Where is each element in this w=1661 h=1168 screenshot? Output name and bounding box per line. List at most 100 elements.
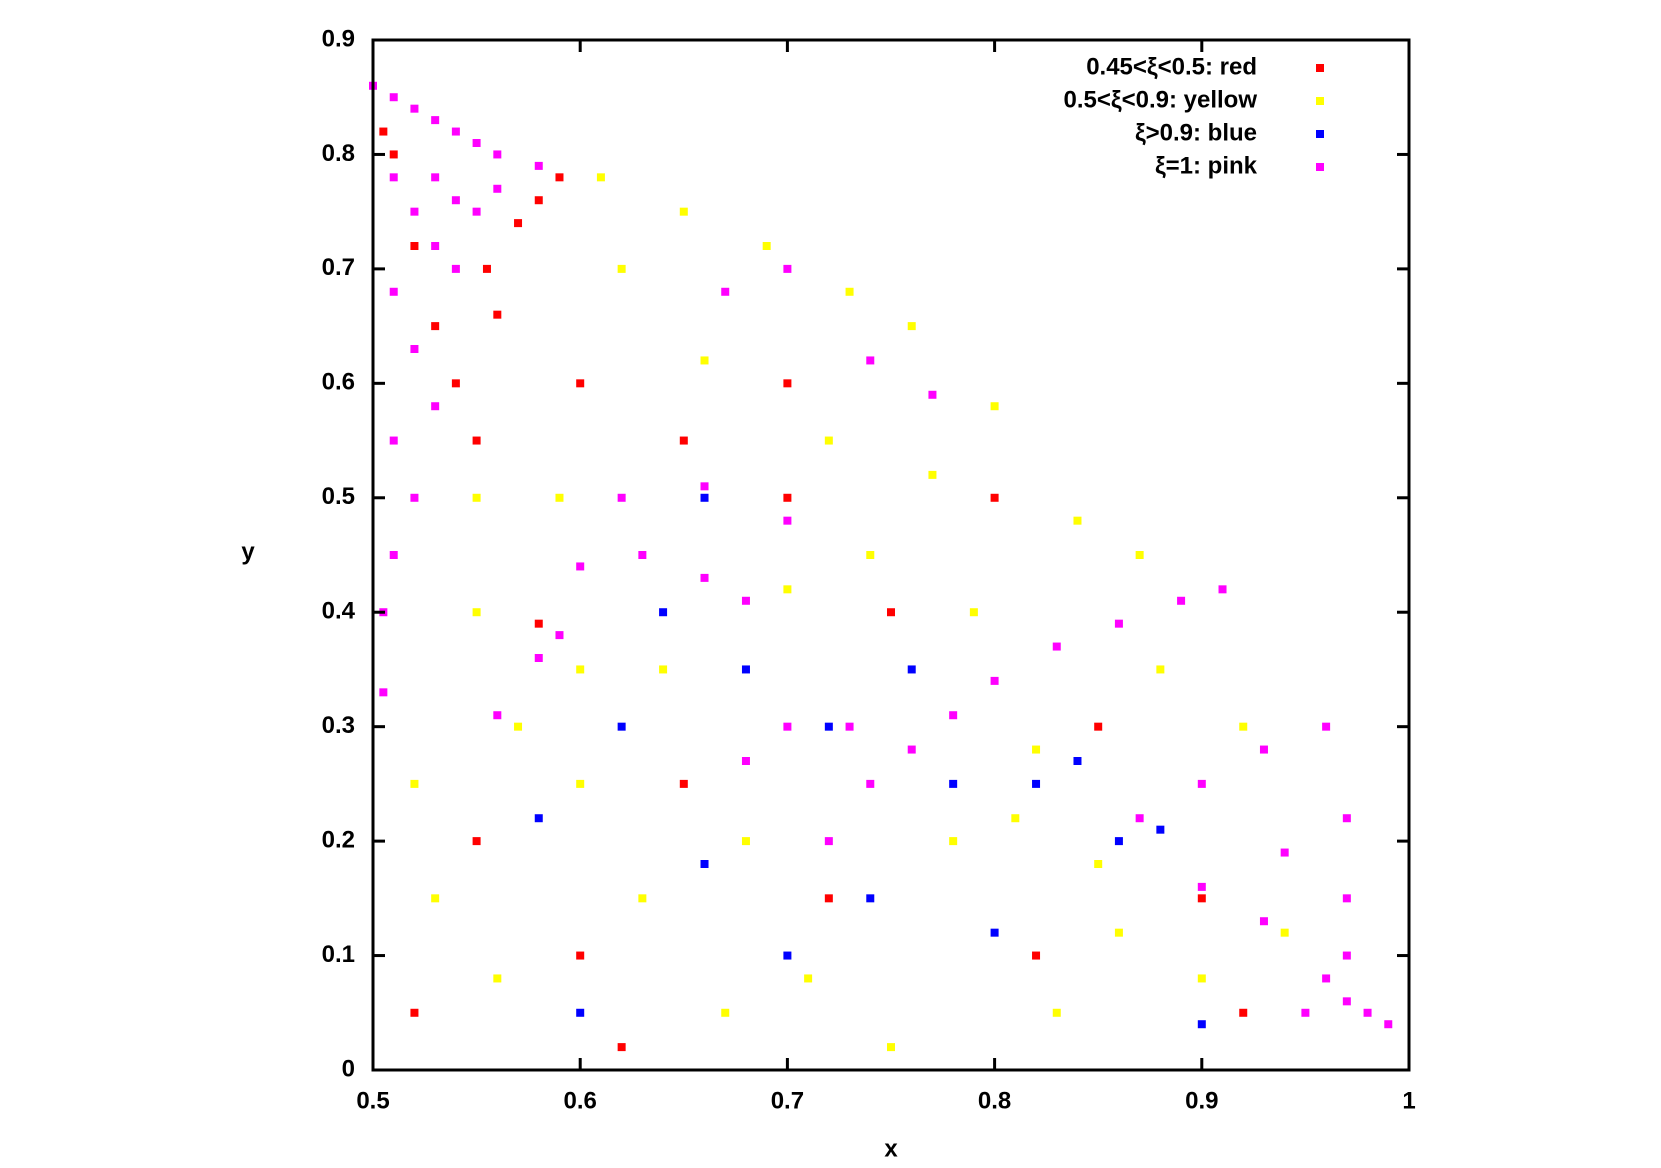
point bbox=[1197, 894, 1206, 903]
point bbox=[555, 173, 564, 182]
point bbox=[1032, 779, 1041, 788]
point bbox=[431, 242, 440, 250]
point bbox=[741, 757, 750, 765]
point bbox=[1177, 596, 1186, 605]
point bbox=[1322, 722, 1331, 731]
point bbox=[741, 837, 750, 846]
point bbox=[534, 814, 543, 823]
point bbox=[700, 860, 709, 868]
point bbox=[389, 436, 398, 445]
point bbox=[783, 722, 792, 731]
point bbox=[410, 207, 419, 216]
point bbox=[907, 745, 916, 754]
point bbox=[493, 974, 502, 983]
point bbox=[1073, 757, 1082, 765]
point bbox=[410, 1008, 419, 1017]
point bbox=[824, 837, 833, 846]
point bbox=[969, 608, 978, 617]
point bbox=[1259, 917, 1268, 926]
point bbox=[824, 894, 833, 903]
x-tick-label: 0.8 bbox=[978, 1087, 1011, 1114]
point bbox=[431, 173, 440, 182]
point bbox=[451, 127, 460, 136]
point bbox=[596, 173, 605, 182]
legend-marker bbox=[1316, 130, 1324, 138]
point bbox=[451, 264, 460, 273]
point bbox=[845, 287, 854, 296]
point bbox=[493, 150, 502, 159]
point bbox=[410, 242, 419, 250]
point bbox=[700, 356, 709, 365]
point bbox=[783, 585, 792, 594]
point bbox=[866, 779, 875, 788]
point bbox=[679, 779, 688, 788]
point bbox=[845, 722, 854, 731]
point bbox=[1384, 1020, 1393, 1029]
y-tick-label: 0.8 bbox=[322, 140, 355, 167]
point bbox=[1363, 1008, 1372, 1017]
point bbox=[472, 207, 481, 216]
point bbox=[389, 173, 398, 182]
point bbox=[1280, 928, 1289, 937]
point bbox=[1197, 882, 1206, 891]
point bbox=[1156, 665, 1165, 674]
point bbox=[472, 837, 481, 846]
point bbox=[783, 493, 792, 502]
point bbox=[1114, 928, 1123, 937]
point bbox=[431, 116, 440, 125]
point bbox=[866, 894, 875, 903]
point bbox=[1197, 779, 1206, 788]
point bbox=[700, 573, 709, 582]
point bbox=[783, 264, 792, 273]
point bbox=[1239, 1008, 1248, 1017]
point bbox=[804, 974, 813, 983]
point bbox=[534, 654, 543, 662]
point bbox=[431, 322, 440, 331]
point bbox=[576, 779, 585, 788]
point bbox=[949, 837, 958, 846]
point bbox=[659, 608, 668, 617]
point bbox=[700, 482, 709, 491]
point bbox=[928, 390, 937, 399]
point bbox=[534, 619, 543, 628]
point bbox=[389, 287, 398, 296]
legend-label: 0.45<ξ<0.5: red bbox=[1086, 53, 1257, 80]
point bbox=[472, 436, 481, 445]
y-tick-label: 0.4 bbox=[322, 598, 356, 625]
point bbox=[389, 551, 398, 559]
point bbox=[783, 951, 792, 960]
point bbox=[379, 127, 388, 136]
point bbox=[990, 928, 999, 937]
x-tick-label: 0.6 bbox=[564, 1087, 597, 1114]
point bbox=[783, 516, 792, 525]
point bbox=[679, 436, 688, 445]
point bbox=[1301, 1008, 1310, 1017]
point bbox=[762, 242, 771, 250]
point bbox=[824, 436, 833, 445]
y-axis-label: y bbox=[241, 538, 255, 565]
point bbox=[617, 264, 626, 273]
y-tick-label: 0.2 bbox=[322, 826, 355, 853]
point bbox=[534, 196, 543, 205]
legend-marker bbox=[1316, 64, 1324, 72]
point bbox=[1156, 825, 1165, 834]
legend-marker bbox=[1316, 97, 1324, 105]
y-tick-label: 0.1 bbox=[322, 941, 355, 968]
y-tick-label: 0.3 bbox=[322, 712, 355, 739]
point bbox=[617, 493, 626, 502]
y-tick-label: 0.6 bbox=[322, 369, 355, 396]
point bbox=[1032, 745, 1041, 754]
point bbox=[907, 665, 916, 674]
point bbox=[576, 1008, 585, 1017]
point bbox=[410, 779, 419, 788]
point bbox=[949, 779, 958, 788]
point bbox=[576, 665, 585, 674]
point bbox=[472, 139, 481, 147]
point bbox=[534, 161, 543, 170]
y-tick-label: 0.9 bbox=[322, 25, 355, 52]
point bbox=[410, 104, 419, 113]
point bbox=[1239, 722, 1248, 731]
y-tick-label: 0 bbox=[342, 1055, 355, 1082]
point bbox=[1094, 722, 1103, 731]
point bbox=[990, 676, 999, 685]
